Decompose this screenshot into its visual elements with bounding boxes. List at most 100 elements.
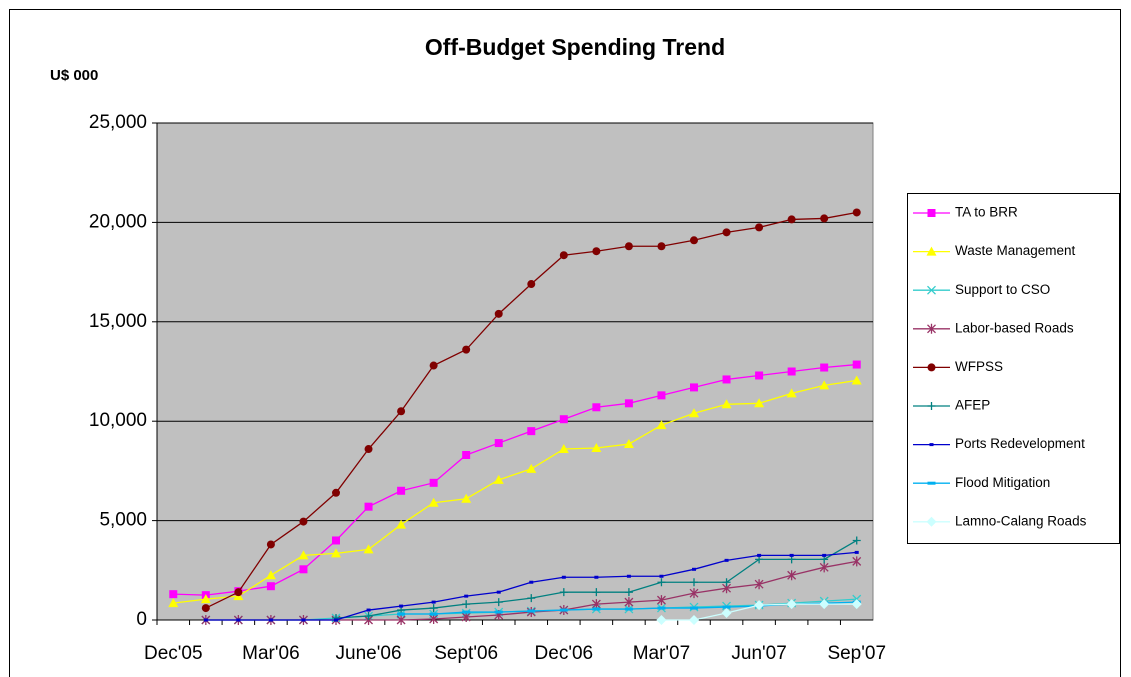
marker [496, 590, 501, 594]
marker [626, 574, 631, 578]
marker [927, 209, 936, 217]
marker [429, 614, 439, 625]
marker [722, 375, 731, 384]
marker [201, 604, 210, 613]
marker [624, 399, 633, 408]
marker [624, 242, 633, 251]
marker [268, 618, 273, 622]
marker [851, 599, 862, 610]
marker [203, 618, 208, 622]
plot-area [156, 122, 874, 621]
marker [926, 516, 937, 527]
marker [787, 367, 796, 376]
marker [399, 604, 404, 608]
marker [787, 570, 797, 581]
marker [429, 478, 438, 487]
marker [659, 574, 664, 578]
marker [429, 612, 438, 616]
marker [722, 228, 731, 237]
marker [236, 618, 241, 622]
marker [592, 403, 601, 412]
legend-label: Waste Management [955, 243, 1076, 258]
y-tick-label: 0 [136, 609, 147, 630]
marker [527, 280, 536, 289]
marker [462, 600, 471, 609]
marker [656, 420, 667, 430]
marker [331, 548, 341, 558]
marker [721, 608, 732, 619]
marker [396, 615, 406, 625]
marker [527, 594, 536, 603]
marker [561, 575, 566, 579]
marker [494, 598, 503, 607]
marker [397, 486, 406, 495]
y-tick-label: 25,000 [89, 112, 147, 133]
marker [334, 618, 338, 622]
marker [819, 599, 830, 610]
marker [722, 605, 731, 609]
marker [852, 208, 861, 217]
marker [364, 502, 373, 511]
marker [559, 588, 568, 597]
marker [396, 519, 407, 529]
marker [755, 371, 764, 380]
marker [301, 618, 306, 622]
marker [927, 481, 936, 485]
marker [363, 544, 374, 554]
legend-label: WFPSS [955, 359, 1003, 374]
marker [786, 388, 797, 398]
marker [462, 610, 471, 614]
marker [689, 588, 699, 599]
marker [787, 215, 796, 224]
marker [526, 463, 537, 473]
marker [594, 575, 599, 579]
marker [364, 612, 373, 621]
marker [298, 550, 309, 560]
marker [657, 391, 666, 400]
marker [592, 588, 601, 597]
marker [657, 578, 666, 587]
marker [754, 398, 765, 408]
marker [927, 285, 936, 295]
marker [657, 606, 666, 610]
marker [462, 345, 471, 354]
marker [755, 223, 764, 232]
legend-label: Ports Redevelopment [955, 436, 1085, 451]
marker [431, 600, 436, 604]
legend-label: AFEP [955, 398, 990, 413]
marker [929, 443, 934, 447]
legend-label: Support to CSO [955, 282, 1050, 297]
x-tick-label: Dec'05 [144, 643, 203, 664]
x-tick-label: Jun'07 [731, 643, 786, 664]
marker [364, 445, 373, 454]
marker [461, 612, 471, 623]
x-tick-label: Dec'06 [535, 643, 594, 664]
marker [854, 550, 859, 554]
marker [462, 450, 471, 459]
x-tick-label: June'06 [336, 643, 402, 664]
marker [689, 408, 699, 418]
marker [927, 323, 936, 334]
marker [927, 402, 936, 410]
marker [623, 439, 634, 449]
marker [754, 579, 764, 590]
marker [690, 578, 698, 587]
x-tick-label: Mar'06 [242, 643, 299, 664]
marker [265, 570, 276, 580]
marker [927, 363, 936, 372]
marker [757, 553, 762, 557]
legend-label: Lamno-Calang Roads [955, 513, 1087, 528]
marker [591, 443, 602, 453]
marker [724, 558, 729, 562]
marker [852, 556, 862, 567]
marker [527, 427, 536, 436]
y-axis-label: U$ 000 [50, 67, 98, 84]
marker [464, 594, 469, 598]
series-line [173, 363, 857, 596]
legend-label: Labor-based Roads [955, 320, 1074, 335]
marker [819, 562, 829, 573]
marker [624, 607, 633, 611]
marker [494, 610, 503, 614]
marker [591, 599, 601, 610]
